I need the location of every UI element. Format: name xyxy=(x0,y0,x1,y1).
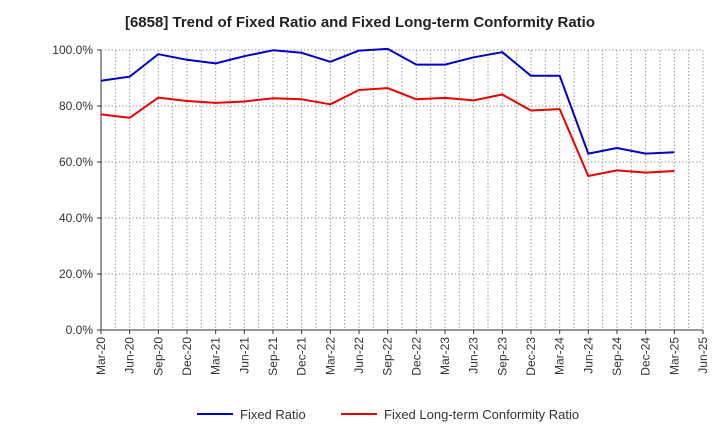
x-tick-label: Dec-24 xyxy=(639,337,653,376)
x-tick-label: Mar-20 xyxy=(94,337,108,375)
x-tick-label: Jun-25 xyxy=(696,337,710,374)
y-tick-label: 0.0% xyxy=(66,323,94,337)
x-tick-label: Jun-24 xyxy=(581,337,595,374)
x-tick-label: Dec-20 xyxy=(180,337,194,376)
legend: Fixed Ratio Fixed Long-term Conformity Ra… xyxy=(197,407,579,422)
x-tick-label: Dec-23 xyxy=(524,337,538,376)
y-tick-label: 60.0% xyxy=(59,155,93,169)
x-tick-label: Jun-21 xyxy=(237,337,251,374)
series-line-2 xyxy=(100,87,675,177)
x-tick-label: Sep-24 xyxy=(610,337,624,376)
x-tick-label: Sep-20 xyxy=(151,337,165,376)
legend-label-1: Fixed Ratio xyxy=(240,407,306,422)
x-tick-label: Dec-22 xyxy=(409,337,423,376)
x-tick-label: Mar-22 xyxy=(323,337,337,375)
x-tick-label: Jun-22 xyxy=(352,337,366,374)
series-line-1 xyxy=(100,47,675,155)
grid-lines xyxy=(101,49,704,330)
x-tick-label: Sep-22 xyxy=(381,337,395,376)
x-tick-label: Mar-25 xyxy=(667,337,681,375)
x-tick-label: Dec-21 xyxy=(295,337,309,376)
y-tick-label: 20.0% xyxy=(59,267,93,281)
x-tick-label: Mar-21 xyxy=(209,337,223,375)
series-lines xyxy=(100,47,675,177)
legend-label-2: Fixed Long-term Conformity Ratio xyxy=(384,407,579,422)
axes: 0.0% 20.0% 40.0% 60.0% 80.0% 100.0% Mar-20 Jun-… xyxy=(52,43,710,376)
y-tick-label: 40.0% xyxy=(59,211,93,225)
y-tick-label: 80.0% xyxy=(59,99,93,113)
x-tick-label: Sep-21 xyxy=(266,337,280,376)
chart-title: [6858] Trend of Fixed Ratio and Fixed Lo… xyxy=(124,14,596,31)
y-tick-label: 100.0% xyxy=(52,43,93,57)
x-tick-label: Mar-23 xyxy=(438,337,452,375)
x-tick-label: Jun-23 xyxy=(467,337,481,374)
x-tick-label: Sep-23 xyxy=(495,337,509,376)
x-tick-label: Mar-24 xyxy=(553,337,567,375)
x-tick-label: Jun-20 xyxy=(123,337,137,374)
